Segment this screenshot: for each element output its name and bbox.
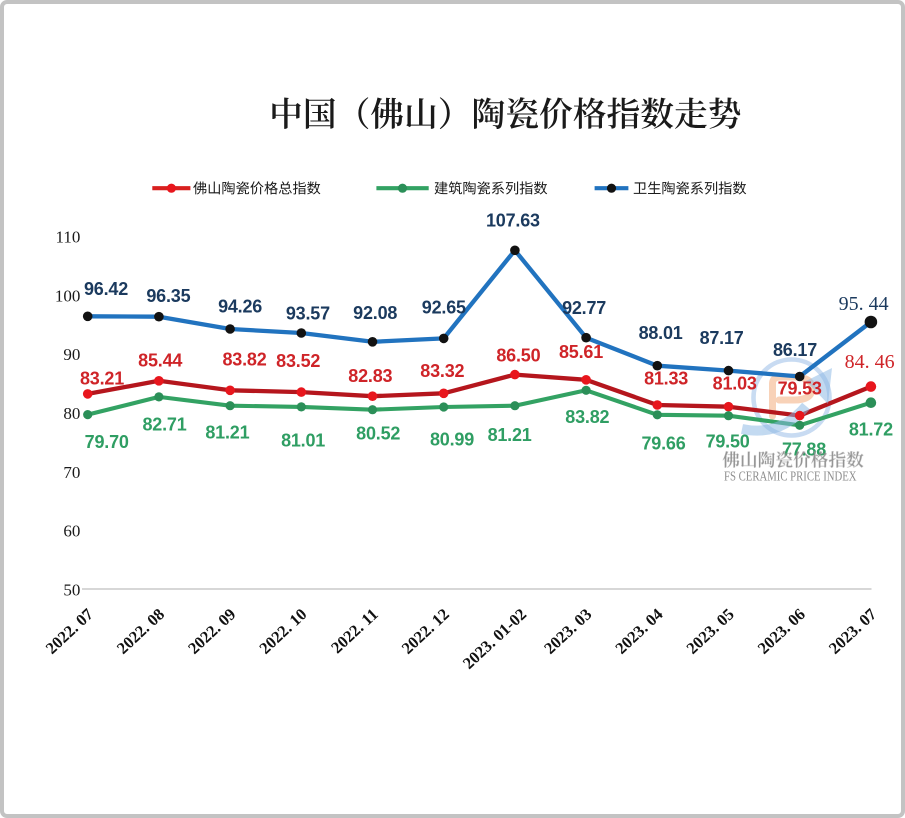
svg-text:88.01: 88.01 (639, 323, 683, 343)
svg-text:93.57: 93.57 (286, 304, 330, 324)
svg-text:96.42: 96.42 (84, 279, 128, 299)
svg-text:70: 70 (63, 463, 80, 482)
svg-text:94.26: 94.26 (218, 297, 262, 317)
svg-text:92.65: 92.65 (422, 298, 466, 318)
svg-text:81.72: 81.72 (849, 420, 893, 440)
svg-text:87.17: 87.17 (700, 328, 744, 348)
svg-text:83.82: 83.82 (565, 407, 609, 427)
svg-text:85.44: 85.44 (138, 351, 182, 371)
svg-text:83.52: 83.52 (276, 351, 320, 371)
svg-text:83.21: 83.21 (80, 368, 124, 388)
svg-text:80: 80 (63, 404, 80, 423)
svg-text:80.99: 80.99 (430, 430, 474, 450)
svg-text:100: 100 (55, 286, 81, 305)
svg-text:50: 50 (63, 580, 80, 599)
svg-text:86.50: 86.50 (496, 346, 540, 366)
svg-text:84. 46: 84. 46 (845, 351, 895, 373)
svg-text:82.83: 82.83 (348, 366, 392, 386)
svg-text:95. 44: 95. 44 (839, 293, 889, 315)
svg-text:92.08: 92.08 (353, 303, 397, 323)
svg-text:82.71: 82.71 (142, 414, 186, 434)
svg-text:79.50: 79.50 (706, 432, 750, 452)
svg-text:83.82: 83.82 (222, 350, 266, 370)
svg-text:85.61: 85.61 (559, 342, 603, 362)
svg-text:107.63: 107.63 (486, 211, 540, 231)
svg-text:79.66: 79.66 (641, 434, 685, 454)
svg-text:81.03: 81.03 (713, 374, 757, 394)
svg-text:81.01: 81.01 (281, 430, 325, 450)
svg-text:81.33: 81.33 (644, 369, 688, 389)
svg-text:80.52: 80.52 (356, 423, 400, 443)
svg-text:110: 110 (56, 228, 81, 247)
svg-text:81.21: 81.21 (205, 423, 249, 443)
svg-text:79.53: 79.53 (778, 379, 822, 399)
svg-text:FS CERAMIC PRICE INDEX: FS CERAMIC PRICE INDEX (724, 470, 857, 485)
svg-text:90: 90 (63, 345, 80, 364)
svg-text:83.32: 83.32 (420, 361, 464, 381)
svg-text:96.35: 96.35 (146, 286, 190, 306)
svg-text:60: 60 (63, 522, 80, 541)
svg-text:81.21: 81.21 (488, 425, 532, 445)
svg-text:77.88: 77.88 (782, 440, 826, 460)
svg-text:79.70: 79.70 (85, 432, 129, 452)
svg-text:92.77: 92.77 (562, 298, 606, 318)
svg-text:86.17: 86.17 (773, 340, 817, 360)
